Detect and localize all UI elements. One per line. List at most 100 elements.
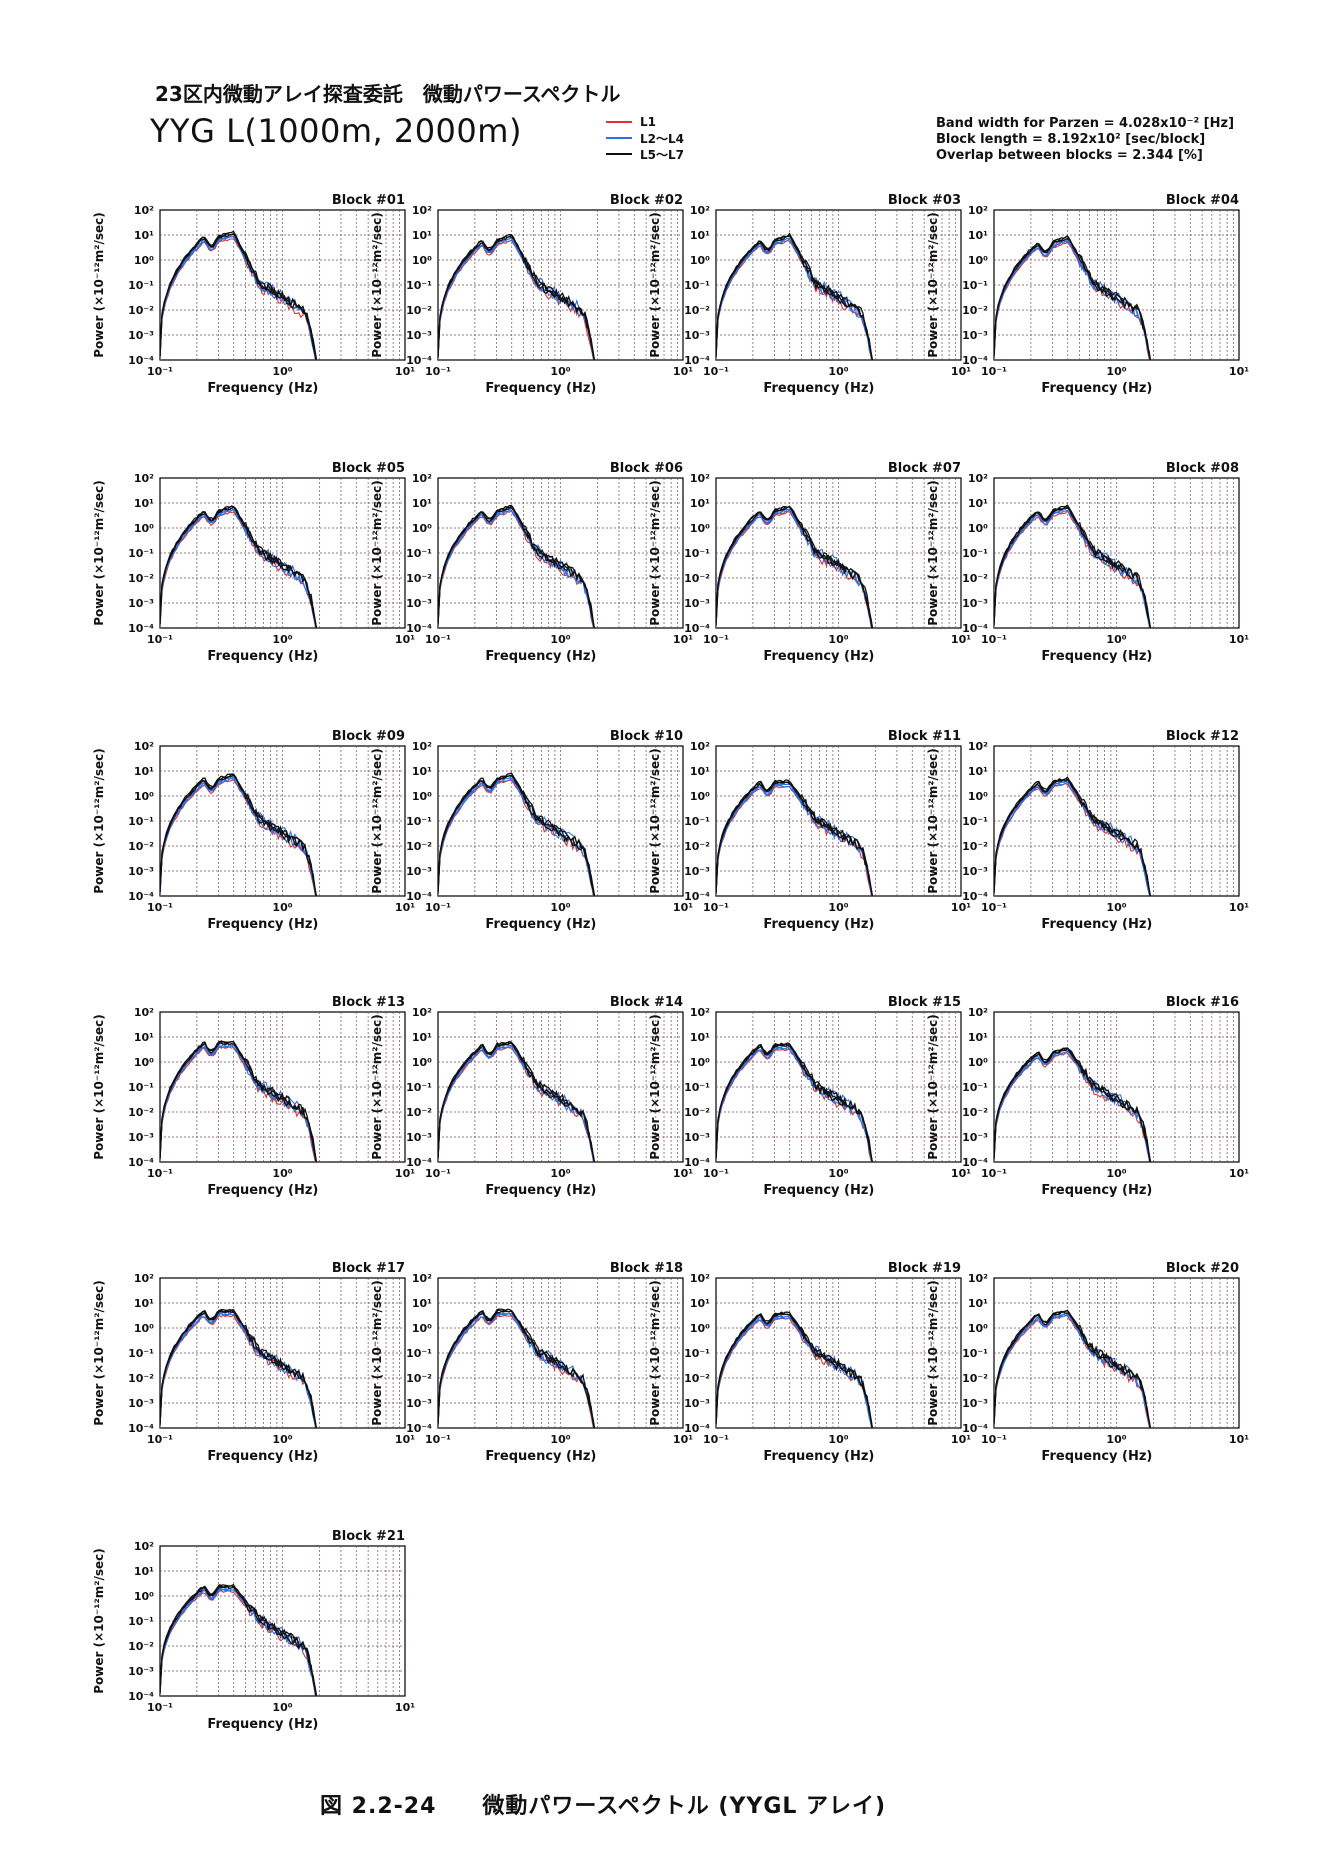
spectrum-curve xyxy=(994,778,1151,896)
y-tick-label: 10⁰ xyxy=(412,1056,432,1069)
x-tick-label: 10⁻¹ xyxy=(981,633,1007,646)
y-axis-label: Power (×10⁻¹²m²/sec) xyxy=(648,1014,662,1159)
x-tick-label: 10¹ xyxy=(951,1167,971,1180)
x-tick-label: 10¹ xyxy=(673,1167,693,1180)
y-tick-label: 10⁻⁴ xyxy=(684,890,710,903)
y-tick-label: 10¹ xyxy=(968,1031,988,1044)
x-axis-label: Frequency (Hz) xyxy=(1041,649,1152,664)
x-tick-label: 10⁻¹ xyxy=(147,365,173,378)
y-tick-label: 10⁻³ xyxy=(684,865,710,878)
y-tick-label: 10⁰ xyxy=(412,254,432,267)
block-title: Block #11 xyxy=(888,729,961,744)
y-tick-label: 10⁻² xyxy=(684,1106,710,1119)
y-tick-label: 10¹ xyxy=(690,1031,710,1044)
block-title: Block #17 xyxy=(332,1261,405,1276)
y-tick-label: 10⁻⁴ xyxy=(406,354,432,367)
y-tick-label: 10⁻³ xyxy=(406,865,432,878)
legend-label-l5-l7: L5～L7 xyxy=(640,147,684,162)
y-tick-label: 10⁻² xyxy=(406,304,432,317)
legend-swatch-l1 xyxy=(606,121,632,123)
x-tick-label: 10⁰ xyxy=(550,901,570,914)
y-tick-label: 10⁰ xyxy=(690,1056,710,1069)
spectrum-curve xyxy=(716,1042,873,1162)
spectrum-curve xyxy=(716,1047,873,1162)
spectrum-curve xyxy=(994,1047,1152,1162)
y-tick-label: 10² xyxy=(968,472,988,485)
y-tick-label: 10⁻³ xyxy=(684,1397,710,1410)
y-tick-label: 10⁻² xyxy=(128,1106,154,1119)
y-tick-label: 10² xyxy=(412,740,432,753)
x-tick-label: 10¹ xyxy=(673,1433,693,1446)
spectrum-curve xyxy=(716,1044,873,1162)
x-tick-label: 10⁰ xyxy=(550,1433,570,1446)
x-tick-label: 10⁰ xyxy=(272,901,292,914)
x-tick-label: 10⁰ xyxy=(1106,901,1126,914)
y-axis-label: Power (×10⁻¹²m²/sec) xyxy=(92,748,106,893)
x-tick-label: 10⁰ xyxy=(828,901,848,914)
y-axis-label: Power (×10⁻¹²m²/sec) xyxy=(926,1014,940,1159)
y-axis-label: Power (×10⁻¹²m²/sec) xyxy=(370,748,384,893)
y-tick-label: 10⁻³ xyxy=(684,1131,710,1144)
spectrum-curve xyxy=(716,783,873,896)
x-tick-label: 10¹ xyxy=(1229,1433,1249,1446)
y-axis-label: Power (×10⁻¹²m²/sec) xyxy=(926,480,940,625)
spectrum-curve xyxy=(716,505,874,628)
y-tick-label: 10⁻³ xyxy=(684,597,710,610)
block-title: Block #19 xyxy=(888,1261,961,1276)
x-tick-label: 10⁰ xyxy=(828,365,848,378)
spectrum-curve xyxy=(716,238,873,360)
y-axis-label: Power (×10⁻¹²m²/sec) xyxy=(926,212,940,357)
x-tick-label: 10¹ xyxy=(1229,901,1249,914)
y-tick-label: 10⁻³ xyxy=(128,865,154,878)
y-tick-label: 10⁰ xyxy=(134,1590,154,1603)
y-tick-label: 10⁻¹ xyxy=(962,1081,988,1094)
spectrum-curve xyxy=(438,1313,595,1428)
x-tick-label: 10¹ xyxy=(395,1167,415,1180)
y-tick-label: 10⁻³ xyxy=(962,1131,988,1144)
x-axis-label: Frequency (Hz) xyxy=(485,1449,596,1464)
y-tick-label: 10¹ xyxy=(968,765,988,778)
x-tick-label: 10⁻¹ xyxy=(703,365,729,378)
block-title: Block #07 xyxy=(888,461,961,476)
y-tick-label: 10⁰ xyxy=(690,1322,710,1335)
x-tick-label: 10⁻¹ xyxy=(981,901,1007,914)
y-tick-label: 10⁻⁴ xyxy=(962,1422,988,1435)
y-tick-label: 10⁻¹ xyxy=(128,1081,154,1094)
spectrum-curve xyxy=(438,510,594,628)
y-tick-label: 10⁻³ xyxy=(406,1131,432,1144)
spectrum-curve xyxy=(160,233,317,360)
block-title: Block #05 xyxy=(332,461,405,476)
spectrum-curve xyxy=(160,1586,317,1696)
block-title: Block #15 xyxy=(888,995,961,1010)
y-tick-label: 10² xyxy=(134,1006,154,1019)
spectrum-curve xyxy=(994,1050,1151,1162)
x-tick-label: 10⁰ xyxy=(272,1433,292,1446)
y-axis-label: Power (×10⁻¹²m²/sec) xyxy=(92,1014,106,1159)
y-tick-label: 10⁻³ xyxy=(962,1397,988,1410)
legend-item-l2-l4: L2～L4 xyxy=(606,130,684,146)
legend-item-l1: L1 xyxy=(606,114,684,130)
y-axis-label: Power (×10⁻¹²m²/sec) xyxy=(92,480,106,625)
x-tick-label: 10⁰ xyxy=(272,1167,292,1180)
y-axis-label: Power (×10⁻¹²m²/sec) xyxy=(648,1280,662,1425)
spectrum-curve xyxy=(160,778,316,896)
spectrum-curve xyxy=(160,230,318,360)
spectrum-curve xyxy=(994,235,1151,360)
spectrum-curve xyxy=(160,1587,317,1696)
block-title: Block #04 xyxy=(1166,193,1239,208)
y-axis-label: Power (×10⁻¹²m²/sec) xyxy=(92,1548,106,1693)
y-axis-label: Power (×10⁻¹²m²/sec) xyxy=(92,212,106,357)
spectrum-curve xyxy=(438,1040,596,1162)
block-title: Block #16 xyxy=(1166,995,1239,1010)
spectrum-curve xyxy=(160,1590,316,1696)
y-tick-label: 10¹ xyxy=(412,765,432,778)
spectrum-curve xyxy=(438,1045,595,1162)
legend-swatch-l5-l7 xyxy=(606,153,632,155)
x-axis-label: Frequency (Hz) xyxy=(207,1449,318,1464)
